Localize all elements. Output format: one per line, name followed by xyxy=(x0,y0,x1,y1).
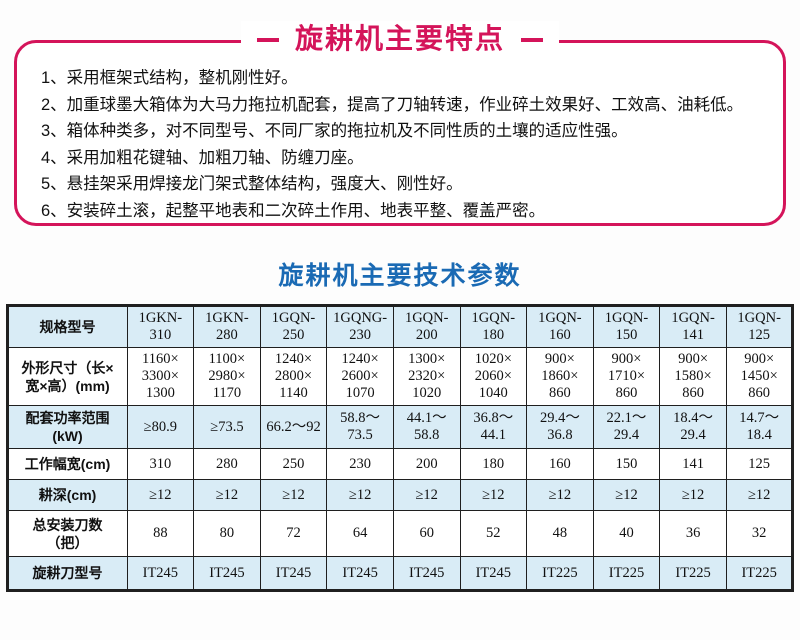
spec-value-cell: ≥73.5 xyxy=(193,405,261,449)
model-header-cell: 1GQN-250 xyxy=(259,305,328,348)
spec-row-label: 旋耕刀型号 xyxy=(6,556,128,591)
spec-row: 工作幅宽(cm) 310 280 250 230 200 180 160 150 141 125 xyxy=(6,448,794,480)
spec-row-label: 工作幅宽(cm) xyxy=(6,448,128,480)
spec-value-cell: IT225 xyxy=(592,556,661,591)
spec-value-cell: IT225 xyxy=(725,556,794,591)
spec-value-cell: 58.8～ 73.5 xyxy=(326,405,394,449)
spec-row-label: 配套功率范围 (kW) xyxy=(6,405,128,449)
spec-value-cell: ≥80.9 xyxy=(126,405,195,449)
model-header-cell: 1GQN-180 xyxy=(459,305,528,348)
model-header-cell: 1GQN-150 xyxy=(592,305,661,348)
spec-value-cell: 64 xyxy=(326,510,394,557)
model-header-cell: 1GQN-125 xyxy=(725,305,794,348)
specs-header-row: 规格型号 1GKN-310 1GKN-280 1GQN-250 1GQNG-230 1G… xyxy=(6,305,794,348)
spec-value-cell: 40 xyxy=(592,510,661,557)
feature-item: 4、采用加粗花键轴、加粗刀轴、防缠刀座。 xyxy=(41,148,364,167)
spec-row: 总安装刀数 （把） 88 80 72 64 60 52 48 40 36 32 xyxy=(6,510,794,557)
spec-row-label: 耕深(cm) xyxy=(6,479,128,511)
spec-value-cell: ≥12 xyxy=(193,479,261,511)
specs-title: 旋耕机主要技术参数 xyxy=(278,263,522,290)
model-header-cell: 1GQNG-230 xyxy=(326,305,394,348)
spec-value-cell: IT245 xyxy=(193,556,261,591)
model-header-cell: 1GKN-280 xyxy=(193,305,261,348)
spec-value-cell: ≥12 xyxy=(725,479,794,511)
feature-item: 2、加重球墨大箱体为大马力拖拉机配套，提高了刀轴转速，作业碎土效果好、工效高、油… xyxy=(41,95,744,114)
spec-value-cell: 280 xyxy=(193,448,261,480)
spec-value-cell: 200 xyxy=(392,448,461,480)
features-box-title: 旋耕机主要特点 xyxy=(294,24,506,55)
spec-value-cell: IT245 xyxy=(259,556,328,591)
feature-item: 3、箱体种类多，对不同型号、不同厂家的拖拉机及不同性质的土壤的适应性强。 xyxy=(41,122,628,140)
spec-value-cell: 1160× 3300× 1300 xyxy=(126,347,195,406)
spec-value-cell: 72 xyxy=(259,510,328,557)
spec-value-cell: 125 xyxy=(725,448,794,480)
specs-table: 规格型号 1GKN-310 1GKN-280 1GQN-250 1GQNG-230 1G… xyxy=(5,304,795,592)
spec-value-cell: 180 xyxy=(459,448,528,480)
spec-value-cell: 1300× 2320× 1020 xyxy=(392,347,461,406)
spec-value-cell: IT245 xyxy=(392,556,461,591)
spec-value-cell: 1240× 2800× 1140 xyxy=(259,347,328,406)
spec-value-cell: 900× 1710× 860 xyxy=(592,347,661,406)
spec-value-cell: ≥12 xyxy=(126,479,195,511)
spec-value-cell: ≥12 xyxy=(326,479,394,511)
spec-value-cell: IT245 xyxy=(326,556,394,591)
spec-value-cell: 48 xyxy=(526,510,594,557)
spec-row-label: 总安装刀数 （把） xyxy=(6,510,128,557)
spec-value-cell: 60 xyxy=(392,510,461,557)
spec-value-cell: 1100× 2980× 1170 xyxy=(193,347,261,406)
spec-value-cell: 36 xyxy=(659,510,727,557)
spec-value-cell: 160 xyxy=(526,448,594,480)
spec-value-cell: 66.2～92 xyxy=(259,405,328,449)
spec-value-cell: ≥12 xyxy=(592,479,661,511)
feature-item: 6、安装碎土滚，起整平地表和二次碎土作用、地表平整、覆盖严密。 xyxy=(41,201,546,220)
model-header-cell: 1GQN-160 xyxy=(526,305,594,348)
spec-header-label: 规格型号 xyxy=(6,305,128,348)
spec-value-cell: 900× 1860× 860 xyxy=(526,347,594,406)
spec-value-cell: 29.4～ 36.8 xyxy=(526,405,594,449)
model-header-cell: 1GQN-200 xyxy=(392,305,461,348)
feature-item: 1、采用框架式结构，整机刚性好。 xyxy=(41,69,298,87)
model-header-cell: 1GKN-310 xyxy=(126,305,195,348)
spec-value-cell: IT225 xyxy=(526,556,594,591)
spec-value-cell: 310 xyxy=(126,448,195,480)
spec-value-cell: ≥12 xyxy=(459,479,528,511)
spec-value-cell: 52 xyxy=(459,510,528,557)
spec-value-cell: 250 xyxy=(259,448,328,480)
spec-value-cell: ≥12 xyxy=(659,479,727,511)
spec-value-cell: IT245 xyxy=(126,556,195,591)
features-list: 1、采用框架式结构，整机刚性好。 2、加重球墨大箱体为大马力拖拉机配套，提高了刀轴… xyxy=(41,65,761,224)
spec-value-cell: ≥12 xyxy=(259,479,328,511)
spec-value-cell: 1240× 2600× 1070 xyxy=(326,347,394,406)
spec-row-label: 外形尺寸（长× 宽×高）(mm) xyxy=(6,347,128,406)
spec-value-cell: 80 xyxy=(193,510,261,557)
features-box-title-wrap: 旋耕机主要特点 xyxy=(240,21,560,59)
spec-value-cell: 150 xyxy=(592,448,661,480)
spec-value-cell: 900× 1450× 860 xyxy=(725,347,794,406)
spec-value-cell: 230 xyxy=(326,448,394,480)
feature-item: 5、悬挂架采用焊接龙门架式整体结构，强度大、刚性好。 xyxy=(41,175,463,193)
spec-row: 旋耕刀型号 IT245 IT245 IT245 IT245 IT245 IT245 IT225… xyxy=(6,556,794,591)
spec-value-cell: 900× 1580× 860 xyxy=(659,347,727,406)
spec-value-cell: ≥12 xyxy=(392,479,461,511)
spec-value-cell: ≥12 xyxy=(526,479,594,511)
spec-row: 配套功率范围 (kW) ≥80.9 ≥73.5 66.2～92 58.8～ 73.5 44… xyxy=(6,405,794,449)
title-dash-right-icon xyxy=(521,38,544,42)
spec-value-cell: 44.1～ 58.8 xyxy=(392,405,461,449)
spec-row: 外形尺寸（长× 宽×高）(mm) 1160× 3300× 1300 1100× 29… xyxy=(6,347,794,406)
spec-value-cell: IT245 xyxy=(459,556,528,591)
spec-value-cell: 32 xyxy=(725,510,794,557)
spec-value-cell: IT225 xyxy=(659,556,727,591)
features-box: 旋耕机主要特点 1、采用框架式结构，整机刚性好。 2、加重球墨大箱体为大马力拖拉机… xyxy=(14,21,786,226)
spec-value-cell: 88 xyxy=(126,510,195,557)
spec-row: 耕深(cm) ≥12 ≥12 ≥12 ≥12 ≥12 ≥12 ≥12 ≥12 ≥12 ≥12 xyxy=(6,479,794,511)
spec-value-cell: 141 xyxy=(659,448,727,480)
spec-value-cell: 18.4～ 29.4 xyxy=(659,405,727,449)
spec-value-cell: 14.7～ 18.4 xyxy=(725,405,794,449)
spec-value-cell: 36.8～ 44.1 xyxy=(459,405,528,449)
model-header-cell: 1GQN-141 xyxy=(659,305,727,348)
title-dash-left-icon xyxy=(256,38,279,42)
spec-value-cell: 1020× 2060× 1040 xyxy=(459,347,528,406)
spec-value-cell: 22.1～ 29.4 xyxy=(592,405,661,449)
